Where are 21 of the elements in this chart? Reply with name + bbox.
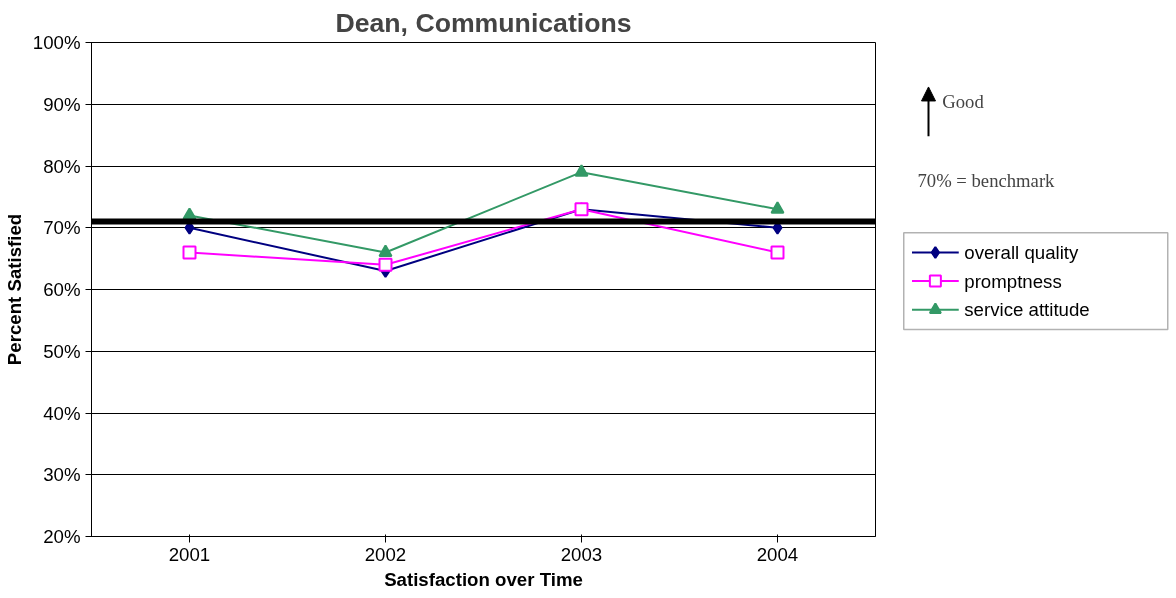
chart-title: Dean, Communications <box>335 7 632 38</box>
x-axis-title: Satisfaction over Time <box>384 568 583 590</box>
x-tick-label: 2002 <box>364 543 407 565</box>
y-axis-title: Percent Satisfied <box>3 213 25 366</box>
y-tick-label: 30% <box>43 464 81 486</box>
legend-label: overall quality <box>964 241 1079 263</box>
y-tick-label: 60% <box>43 279 81 300</box>
y-tick-label: 50% <box>43 340 81 362</box>
text: 70% = benchmark <box>917 169 1056 191</box>
y-tick-label: 90% <box>43 93 81 115</box>
y-tick-label: 40% <box>43 402 81 424</box>
x-tick-label: 2004 <box>756 543 799 565</box>
text: Good <box>942 90 985 112</box>
legend-label: service attitude <box>964 299 1090 321</box>
y-tick-label: 80% <box>43 155 81 177</box>
y-tick-label: 100% <box>32 32 81 53</box>
x-tick-label: 2003 <box>560 543 603 565</box>
x-tick-label: 2001 <box>168 543 211 565</box>
y-tick-label: 20% <box>43 526 81 547</box>
y-tick-label: 70% <box>43 217 81 239</box>
legend-label: promptness <box>964 270 1062 292</box>
